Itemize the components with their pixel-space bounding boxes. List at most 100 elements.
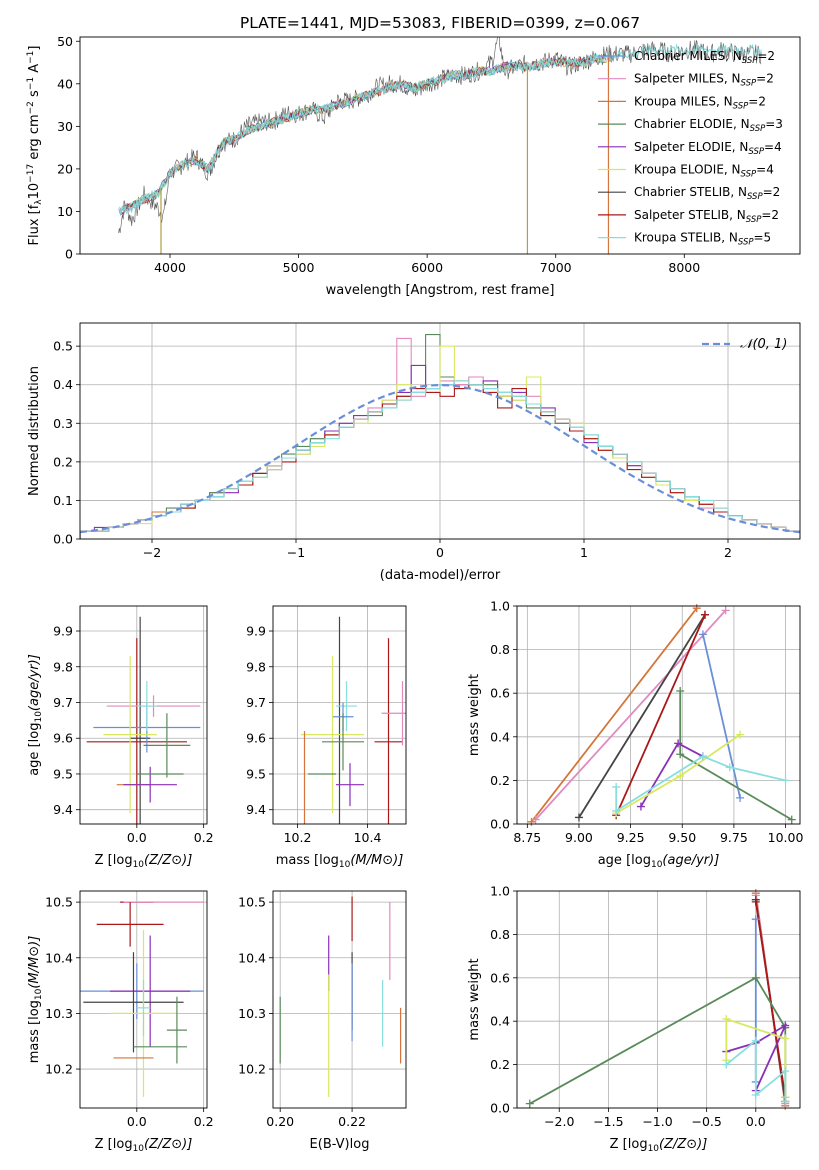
y-tick-label: 9.4: [53, 802, 73, 817]
age-vs-z-x-label: Z [log10(Z/Z⊙)]: [95, 853, 193, 870]
normal-curve: [80, 383, 800, 534]
weight-line: [615, 614, 706, 816]
mass-vs-ebv-x-label: E(B-V)log: [310, 1137, 370, 1152]
y-tick-label: 9.6: [246, 731, 266, 746]
x-tick-label: 0.0: [746, 1114, 766, 1129]
spectrum-model-line: [118, 54, 607, 217]
legend-label: Chabrier ELODIE, NSSP=3: [634, 117, 783, 134]
y-tick-label: 10.5: [238, 895, 266, 910]
y-tick-label: 0.4: [53, 377, 73, 392]
y-tick-label: 0.6: [490, 686, 510, 701]
y-tick-label: 10: [57, 204, 73, 219]
weight-line: [615, 755, 786, 813]
legend-label: Kroupa ELODIE, NSSP=4: [634, 163, 774, 180]
x-tick-label: 9.00: [565, 830, 593, 845]
spectrum-model-line: [120, 53, 607, 212]
y-tick-label: 9.9: [246, 624, 266, 639]
y-tick-label: 9.8: [53, 659, 73, 674]
weight-vs-z-x-label: Z [log10(Z/Z⊙)]: [610, 1137, 708, 1154]
x-tick-label: 1: [580, 545, 588, 560]
weight-line: [530, 607, 698, 823]
spectrum-y-label-group: Flux [fλ10−17 erg cm−2 s−1 A−1]: [26, 46, 44, 246]
y-tick-label: 9.8: [246, 659, 266, 674]
y-tick-label: 0.0: [490, 1101, 510, 1116]
weight-marker: [574, 813, 583, 822]
age-vs-mass-x-label: mass [log10(M/M⊙)]: [276, 853, 404, 870]
weight-marker: [781, 1034, 790, 1043]
x-tick-label: 10.2: [284, 830, 312, 845]
spectrum-model-line: [121, 55, 607, 210]
weight-line: [679, 691, 793, 821]
mass-vs-z-y-label: mass [log10(M/M⊙)]: [27, 936, 44, 1064]
axes-weight-vs-z: −2.0 −1.5 −1.0 −0.5 0.0 0.0 0.2 0.4 0.6 0.8 1.0: [490, 884, 800, 1129]
mass-vs-z-frame: [79, 890, 208, 1109]
axes-age-vs-z: 0.0 0.2 9.4 9.5 9.6 9.7 9.8 9.9: [53, 606, 214, 845]
x-tick-label: 0.0: [127, 830, 147, 845]
x-tick-label: −1.5: [593, 1114, 623, 1129]
y-tick-label: 0.2: [53, 454, 73, 469]
x-tick-label: −2: [143, 545, 161, 560]
x-tick-label: −1.0: [642, 1114, 672, 1129]
x-tick-label: 8.75: [513, 830, 541, 845]
mass-vs-z-x-label: Z [log10(Z/Z⊙)]: [95, 1137, 193, 1154]
weight-line: [578, 614, 706, 818]
x-tick-label: 9.50: [668, 830, 696, 845]
weight-marker: [751, 1090, 760, 1099]
weight-marker: [698, 752, 707, 761]
x-tick-label: 9.75: [720, 830, 748, 845]
y-tick-label: 0.3: [53, 416, 73, 431]
axes-mass-vs-z: 0.0 0.2 10.2 10.3 10.4 10.5: [45, 891, 214, 1129]
y-tick-label: 0.5: [53, 339, 73, 354]
spectrum-model-line: [121, 53, 606, 215]
weight-marker: [751, 1036, 760, 1045]
weight-vs-age-y-label: mass weight: [467, 674, 482, 756]
axes-weight-vs-age: 8.75 9.00 9.25 9.50 9.75 10.00 0.0 0.2 0.4 0.6 0.8…: [490, 599, 803, 846]
y-tick-label: 1.0: [490, 599, 510, 614]
y-tick-label: 40: [57, 76, 73, 91]
weight-marker: [725, 763, 734, 772]
weight-marker: [527, 817, 536, 826]
y-tick-label: 0.0: [53, 532, 73, 547]
weight-marker: [736, 793, 745, 802]
spectrum-x-label: wavelength [Angstrom, rest frame]: [326, 283, 555, 298]
legend-label: Salpeter STELIB, NSSP=2: [634, 208, 779, 225]
weight-marker: [612, 782, 621, 791]
weight-marker: [751, 973, 760, 982]
y-tick-label: 0.0: [490, 817, 510, 832]
x-tick-label: 2: [724, 545, 732, 560]
y-tick-label: 9.6: [53, 731, 73, 746]
y-tick-label: 9.7: [53, 695, 73, 710]
weight-vs-z-y-label-group: mass weight: [467, 958, 482, 1040]
weight-vs-z-frame: [516, 890, 801, 1109]
y-tick-label: 0.1: [53, 493, 73, 508]
histogram-frame: [79, 322, 801, 540]
weight-marker: [674, 739, 683, 748]
weight-marker: [636, 802, 645, 811]
y-tick-label: 10.4: [45, 950, 73, 965]
spectrum-model-line: [120, 53, 608, 214]
x-tick-label: −0.5: [691, 1114, 721, 1129]
weight-marker: [751, 915, 760, 924]
axes-residual-histogram: −2 −1 0 1 2 0.0 0.1 0.2 0.3 0.4 0.5: [53, 323, 800, 560]
x-tick-label: 0.2: [194, 1114, 214, 1129]
weight-marker: [787, 815, 796, 824]
x-tick-label: 0.22: [338, 1114, 366, 1129]
x-tick-label: 6000: [411, 260, 443, 275]
weight-marker: [700, 610, 709, 619]
weight-marker: [676, 772, 685, 781]
axes-mass-vs-ebv: 0.20 0.22 10.2 10.3 10.4 10.5: [238, 891, 406, 1129]
histogram-legend-label: 𝒩(0, 1): [740, 337, 787, 352]
weight-line: [754, 901, 787, 1098]
age-vs-z-frame: [79, 605, 208, 825]
x-tick-label: 0.0: [127, 1114, 147, 1129]
weight-vs-z-y-label: mass weight: [467, 958, 482, 1040]
y-tick-label: 9.5: [246, 766, 266, 781]
legend-label: Chabrier MILES, NSSP=2: [634, 49, 775, 66]
weight-line: [702, 634, 741, 798]
weight-marker: [531, 815, 540, 824]
weight-marker: [736, 730, 745, 739]
age-vs-z-y-label: age [log10(age/yr)]: [27, 654, 44, 776]
x-tick-label: −2.0: [544, 1114, 574, 1129]
x-tick-label: 4000: [154, 260, 186, 275]
